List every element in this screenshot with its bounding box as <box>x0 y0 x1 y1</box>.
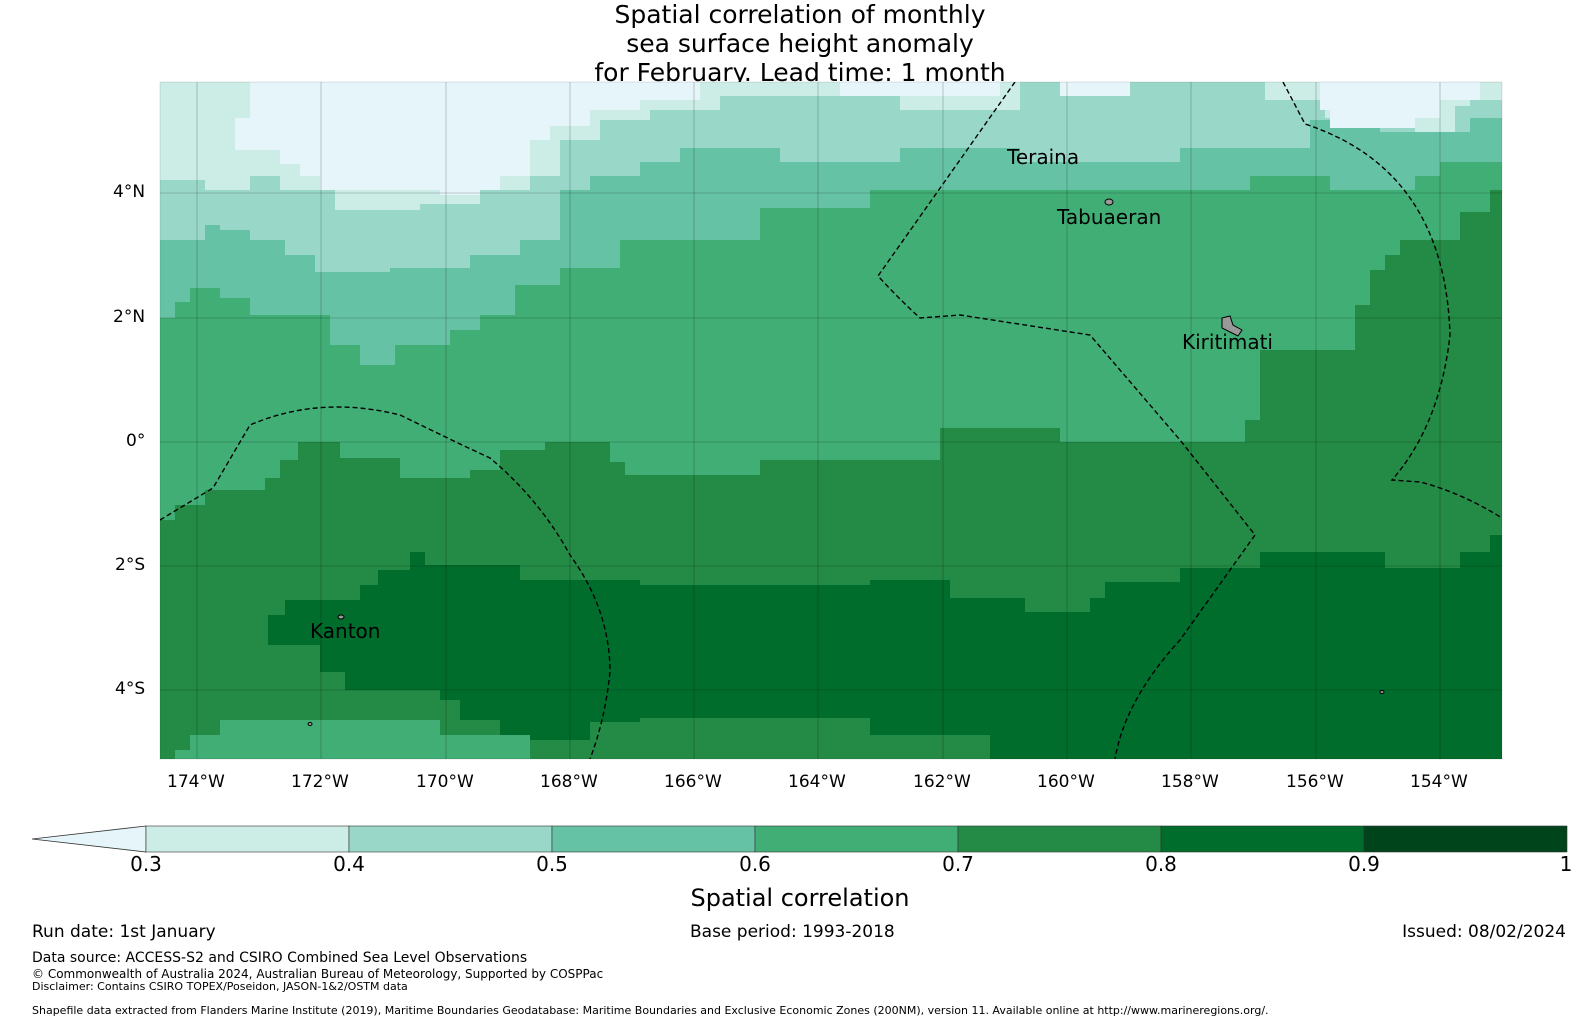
x-tick-162W: 162°W <box>913 772 971 792</box>
gridlines <box>160 82 1502 759</box>
colorbar-segment-6 <box>1160 825 1365 853</box>
disclaimer: Disclaimer: Contains CSIRO TOPEX/Poseido… <box>32 980 408 993</box>
x-tick-164W: 164°W <box>788 772 846 792</box>
title-line-1: Spatial correlation of monthly <box>614 0 986 29</box>
x-tick-170W: 170°W <box>416 772 474 792</box>
place-kiritimati: Kiritimati <box>1182 330 1273 354</box>
small-island-2 <box>1379 690 1385 694</box>
eez-boundaries <box>160 82 1502 759</box>
title-line-2: sea surface height anomaly <box>626 29 974 58</box>
x-tick-160W: 160°W <box>1037 772 1095 792</box>
x-tick-174W: 174°W <box>167 772 225 792</box>
place-teraina: Teraina <box>1007 145 1080 169</box>
colorbar-segment-5 <box>957 825 1162 853</box>
colorbar-extend-triangle <box>31 825 147 853</box>
tabuaeran-island <box>1104 198 1114 206</box>
colorbar-tick-0.4: 0.4 <box>333 852 365 876</box>
x-tick-172W: 172°W <box>291 772 349 792</box>
colorbar-segment-3 <box>551 825 756 853</box>
field-band-bottom-0.7 <box>530 718 990 759</box>
kiritimati-island <box>1221 315 1243 337</box>
field-band-0.8 <box>268 535 1502 759</box>
field-band-below-0.3 <box>235 82 1480 195</box>
base-period: Base period: 1993-2018 <box>690 922 895 942</box>
y-tick-0: 0° <box>126 431 146 451</box>
place-tabuaeran: Tabuaeran <box>1057 205 1162 229</box>
x-tick-158W: 158°W <box>1161 772 1219 792</box>
y-tick-2S: 2°S <box>115 555 146 575</box>
correlation-field <box>160 82 1502 759</box>
colorbar-segment-4 <box>754 825 959 853</box>
x-tick-168W: 168°W <box>540 772 598 792</box>
colorbar-tick-0.6: 0.6 <box>739 852 771 876</box>
colorbar <box>31 825 1568 853</box>
place-kanton: Kanton <box>310 619 381 643</box>
colorbar-tick-1: 1 <box>1559 852 1573 876</box>
x-tick-154W: 154°W <box>1410 772 1468 792</box>
colorbar-tick-0.5: 0.5 <box>536 852 568 876</box>
colorbar-tick-0.9: 0.9 <box>1348 852 1380 876</box>
data-source: Data source: ACCESS-S2 and CSIRO Combine… <box>32 950 528 966</box>
colorbar-tick-0.3: 0.3 <box>130 852 162 876</box>
small-island-1 <box>307 722 313 726</box>
issued-date: Issued: 08/02/2024 <box>1402 922 1566 942</box>
x-tick-156W: 156°W <box>1286 772 1344 792</box>
y-tick-4S: 4°S <box>115 679 146 699</box>
colorbar-label: Spatial correlation <box>690 884 910 912</box>
y-tick-4N: 4°N <box>113 182 146 202</box>
colorbar-segment-1 <box>145 825 350 853</box>
shapefile-credit: Shapefile data extracted from Flanders M… <box>32 1004 1269 1017</box>
colorbar-tick-0.7: 0.7 <box>942 852 974 876</box>
colorbar-segment-2 <box>348 825 553 853</box>
colorbar-tick-0.8: 0.8 <box>1145 852 1177 876</box>
colorbar-segment-7 <box>1363 825 1568 853</box>
islands <box>307 198 1385 726</box>
run-date: Run date: 1st January <box>32 922 216 942</box>
copyright: © Commonwealth of Australia 2024, Austra… <box>32 967 604 981</box>
x-tick-166W: 166°W <box>664 772 722 792</box>
y-tick-2N: 2°N <box>113 307 146 327</box>
field-band-bottom-0.6 <box>175 720 530 759</box>
kanton-island <box>337 614 345 620</box>
